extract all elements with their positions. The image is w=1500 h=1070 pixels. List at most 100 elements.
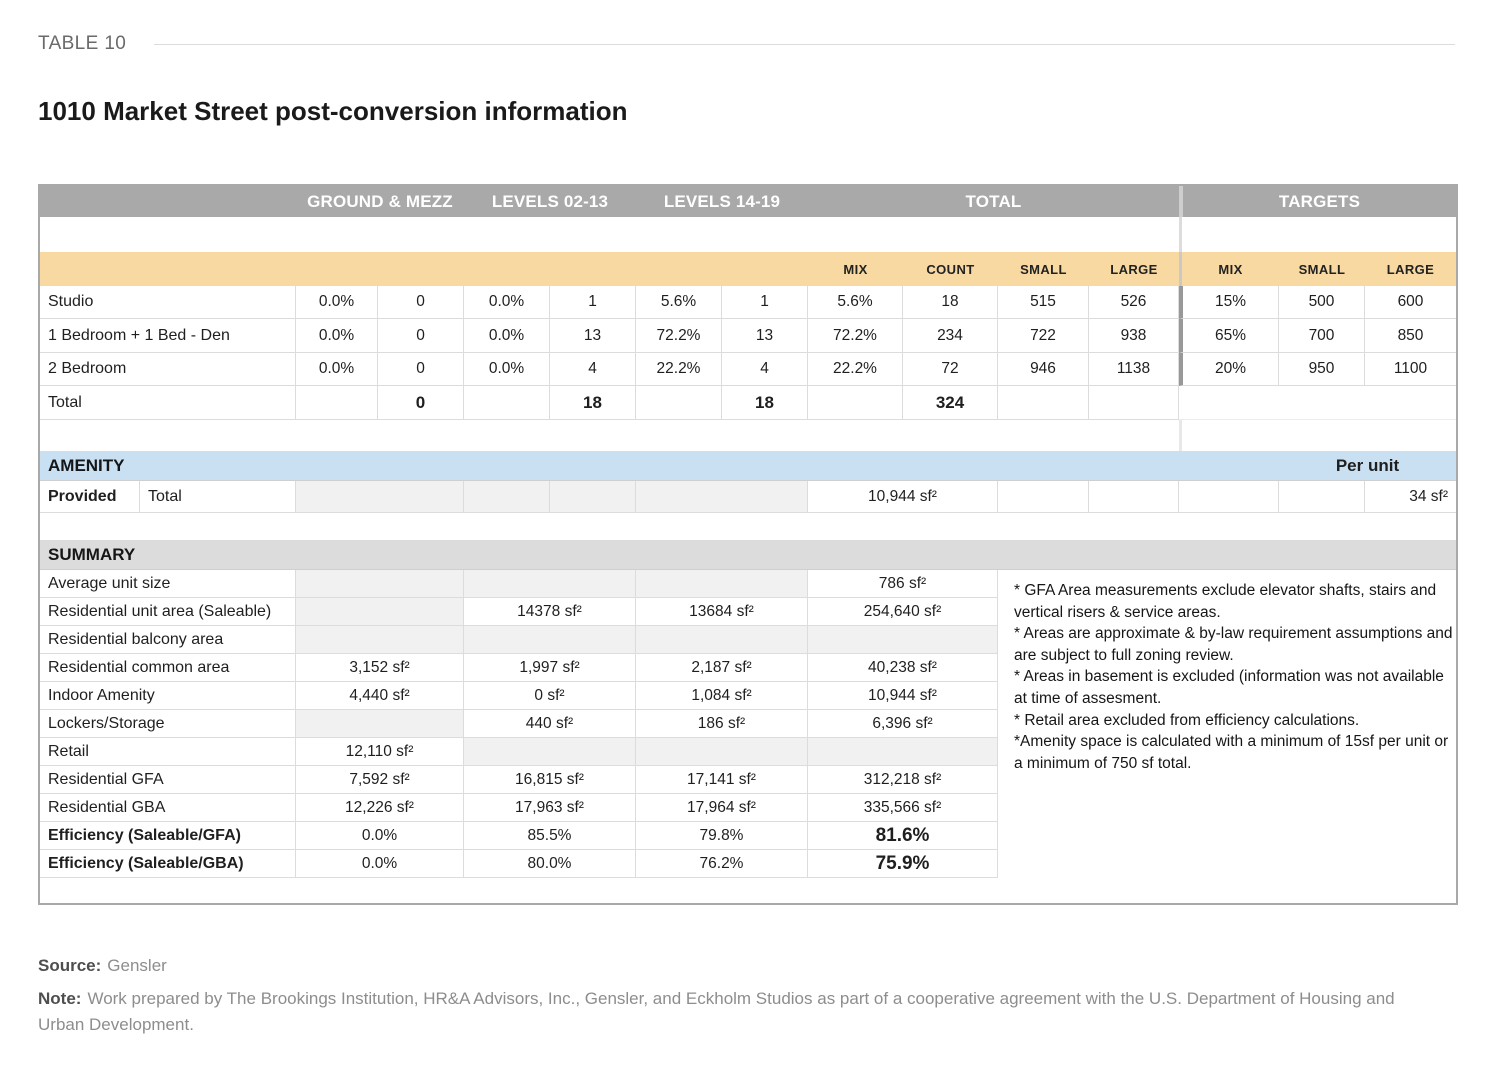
cell: 526 (1089, 286, 1179, 319)
cell (1179, 481, 1279, 513)
summary-row: Residential balcony area (40, 626, 1456, 654)
cell: 6,396 sf² (808, 710, 998, 738)
cell: 0.0% (296, 822, 464, 850)
header-spacer (40, 186, 296, 217)
source-line: Source: Gensler (38, 956, 167, 976)
summary-row: Residential GBA 12,226 sf² 17,963 sf² 17… (40, 794, 1456, 822)
cell: 254,640 sf² (808, 598, 998, 626)
cell (636, 481, 808, 513)
cell (636, 626, 808, 654)
unit-row-1bedroom: 1 Bedroom + 1 Bed - Den 0.0% 0 0.0% 13 7… (40, 319, 1456, 353)
amenity-total-value: 10,944 sf² (808, 481, 998, 513)
subheader-large: LARGE (1110, 261, 1158, 277)
cell: 515 (998, 286, 1089, 319)
cell: 186 sf² (636, 710, 808, 738)
cell (296, 386, 378, 420)
spacer-row (40, 420, 1456, 451)
cell: 13 (722, 319, 808, 353)
cell: 5.6% (808, 286, 903, 319)
summary-header-row: SUMMARY (40, 540, 1456, 570)
spacer-row (40, 878, 1456, 903)
cell: 0 (378, 319, 464, 353)
cell: 72.2% (636, 319, 722, 353)
cell (1089, 481, 1179, 513)
cell (1365, 386, 1456, 420)
summary-row: Lockers/Storage 440 sf² 186 sf² 6,396 sf… (40, 710, 1456, 738)
cell: 14378 sf² (464, 598, 636, 626)
cell: 722 (998, 319, 1089, 353)
cell (1179, 386, 1279, 420)
cell (40, 217, 1179, 252)
cell (998, 822, 1456, 850)
cell: 22.2% (808, 353, 903, 386)
footnote: * GFA Area measurements exclude elevator… (1014, 582, 1437, 621)
cell (808, 738, 998, 766)
source-value: Gensler (107, 956, 167, 975)
group-header-row: GROUND & MEZZ LEVELS 02-13 LEVELS 14-19 … (40, 186, 1456, 217)
cell (464, 386, 550, 420)
provided-total-label: Total (140, 481, 296, 513)
cell (1179, 420, 1456, 451)
cell: 0.0% (464, 286, 550, 319)
cell (464, 626, 636, 654)
cell: 7,592 sf² (296, 766, 464, 794)
cell: 72.2% (808, 319, 903, 353)
header-total: TOTAL (965, 191, 1022, 211)
cell: 850 (1365, 319, 1456, 353)
row-label: Residential GFA (40, 766, 296, 794)
cell: 80.0% (464, 850, 636, 878)
subheader-target-small: SMALL (1298, 261, 1346, 277)
source-label: Source: (38, 956, 102, 975)
cell: 18 (722, 386, 808, 420)
cell: 18 (550, 386, 636, 420)
footnote: *Amenity space is calculated with a mini… (1014, 733, 1449, 772)
cell (998, 794, 1456, 822)
cell: 440 sf² (464, 710, 636, 738)
spacer-row (40, 217, 1456, 252)
cell: 1138 (1089, 353, 1179, 386)
summary-row: Residential unit area (Saleable) 14378 s… (40, 598, 1456, 626)
cell (296, 626, 464, 654)
note-value: Work prepared by The Brookings Instituti… (38, 989, 1395, 1034)
cell: 1 (722, 286, 808, 319)
cell: 0 sf² (464, 682, 636, 710)
cell: 75.9% (808, 850, 998, 878)
footnote: * Areas in basement is excluded (informa… (1014, 668, 1444, 707)
unit-row-2bedroom: 2 Bedroom 0.0% 0 0.0% 4 22.2% 4 22.2% 72… (40, 353, 1456, 386)
note-line: Note: Work prepared by The Brookings Inst… (38, 986, 1408, 1038)
cell: 17,141 sf² (636, 766, 808, 794)
row-label: Efficiency (Saleable/GBA) (40, 850, 296, 878)
cell: 950 (1279, 353, 1365, 386)
cell: 2,187 sf² (636, 654, 808, 682)
cell (40, 513, 1456, 540)
summary-row: Average unit size 786 sf² (40, 570, 1456, 598)
cell (1089, 386, 1179, 420)
cell: 0.0% (296, 319, 378, 353)
cell: 500 (1279, 286, 1365, 319)
cell: 700 (1279, 319, 1365, 353)
footnote: * Areas are approximate & by-law require… (1014, 625, 1453, 664)
cell: 15% (1179, 286, 1279, 319)
amenity-header-row: AMENITY Per unit (40, 451, 1456, 481)
cell (636, 386, 722, 420)
row-label: Studio (40, 286, 296, 319)
cell (636, 570, 808, 598)
cell (464, 481, 550, 513)
footnote: * Retail area excluded from efficiency c… (1014, 711, 1360, 729)
cell: 5.6% (636, 286, 722, 319)
cell (40, 252, 808, 286)
cell (296, 481, 464, 513)
cell (636, 738, 808, 766)
cell: 1,997 sf² (464, 654, 636, 682)
cell (1279, 481, 1365, 513)
cell: 786 sf² (808, 570, 998, 598)
summary-header: SUMMARY (48, 544, 136, 564)
summary-row: Residential GFA 7,592 sf² 16,815 sf² 17,… (40, 766, 1456, 794)
cell (998, 850, 1456, 878)
cell: 12,226 sf² (296, 794, 464, 822)
header-targets: TARGETS (1179, 186, 1456, 217)
cell (550, 481, 636, 513)
table-caption: TABLE 10 (38, 33, 127, 54)
cell: 946 (998, 353, 1089, 386)
